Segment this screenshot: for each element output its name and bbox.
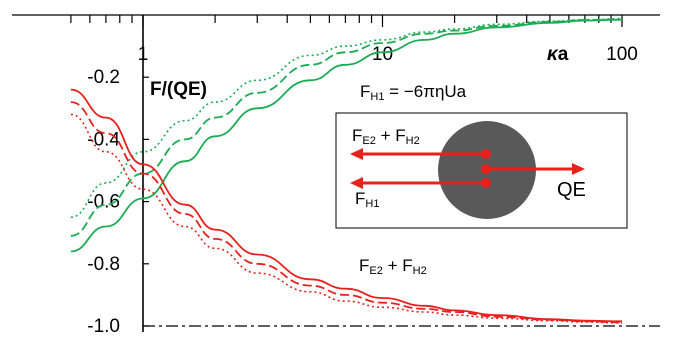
- box-fh2-sub: H2: [406, 135, 420, 147]
- x-axis-label: κa: [547, 44, 569, 65]
- hydro-f: F: [360, 82, 370, 101]
- series-red-dotted: [70, 113, 623, 324]
- curve-label-fe2-fh2: FE2 + FH2: [359, 256, 427, 277]
- series-green-solid: [70, 18, 623, 253]
- x-axis-label-a: a: [558, 44, 569, 65]
- curve-fe2-f: F: [359, 256, 369, 275]
- y-axis-label: F/(QE): [150, 79, 207, 100]
- box-plus-f: + F: [376, 126, 406, 145]
- curve-fh2-sub: H2: [413, 265, 427, 277]
- y-tick-label: -0.8: [87, 254, 120, 275]
- force-point-bottom: [481, 178, 491, 188]
- box-label-fe2-fh2: FE2 + FH2: [352, 126, 420, 147]
- x-axis-label-kappa: κ: [547, 44, 559, 65]
- box-fh1-sub: H1: [365, 198, 379, 210]
- box-label-fh1: FH1: [355, 189, 379, 210]
- y-ticks: -0.2-0.4-0.6-0.8-1.0: [87, 67, 149, 337]
- arrow-fh1: [350, 177, 486, 189]
- box-fh1-f: F: [355, 189, 365, 208]
- hydro-force-annotation: FH1 = −6πηUa: [360, 82, 467, 103]
- series-green-dotted: [70, 17, 623, 218]
- y-tick-label: -0.6: [87, 192, 120, 213]
- hydro-sub: H1: [370, 91, 384, 103]
- x-tick-label: 100: [606, 44, 638, 65]
- box-fe2-f: F: [352, 126, 362, 145]
- curve-fe2-sub: E2: [369, 265, 382, 277]
- force-point-center: [481, 164, 491, 174]
- box-label-qe: QE: [557, 179, 586, 201]
- x-tick-label: 10: [372, 44, 393, 65]
- x-tick-label: 1: [138, 44, 149, 65]
- arrow-qe: [486, 163, 585, 175]
- force-point-top: [481, 149, 491, 159]
- series-green-dashed: [70, 18, 623, 237]
- box-fe2-sub: E2: [362, 135, 375, 147]
- hydro-rest: = −6πηUa: [384, 82, 466, 101]
- arrow-fe2-fh2: [350, 148, 486, 160]
- series-red-dashed: [70, 101, 623, 324]
- force-diagram-box: FE2 + FH2 FH1 QE: [335, 112, 628, 229]
- series-red-solid: [70, 88, 623, 323]
- series: [70, 17, 623, 324]
- y-tick-label: -1.0: [87, 316, 120, 337]
- curve-plus-f: + F: [383, 256, 413, 275]
- y-tick-label: -0.2: [87, 67, 120, 88]
